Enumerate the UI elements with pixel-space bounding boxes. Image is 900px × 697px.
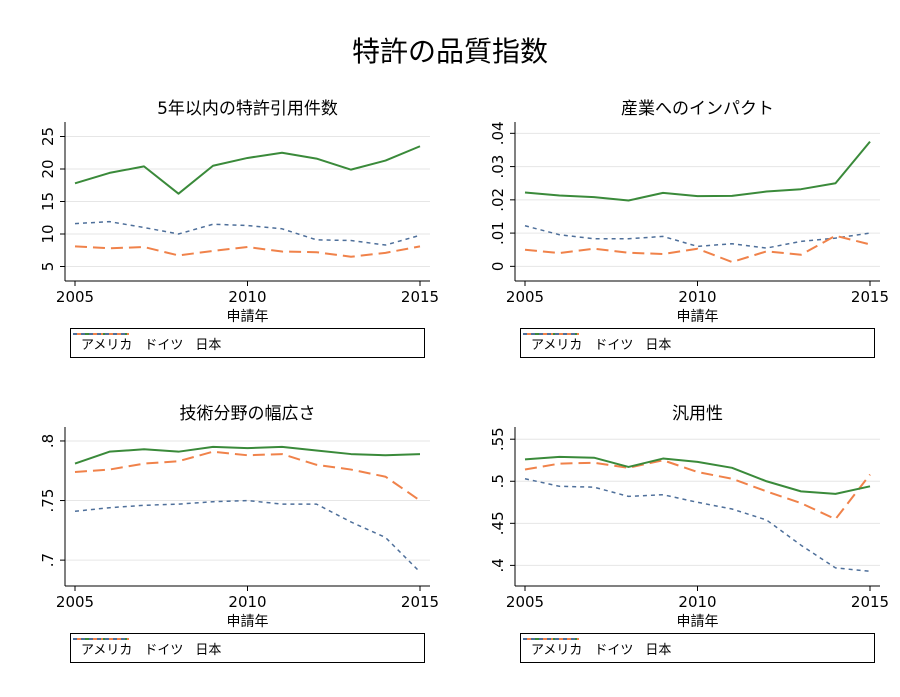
chart-title: 5年以内の特許引用件数 xyxy=(157,99,338,119)
y-tick-label: 5 xyxy=(39,262,57,272)
legend-label: 日本 xyxy=(645,642,672,658)
series-line-germany xyxy=(74,245,421,258)
panel-field-breadth: 技術分野の幅広さ .7 .75 .8 2005 2010 2015 申請年アメリカ ドイツ 日本 xyxy=(0,395,450,695)
x-axis-label: 申請年 xyxy=(677,614,719,630)
series-line-usa xyxy=(74,145,421,195)
series-line-usa xyxy=(524,141,871,202)
y-tick-label: .45 xyxy=(489,511,507,535)
chart-svg: 5年以内の特許引用件数 5 10 15 20 25 2005 2010 2015 申請年 xyxy=(39,99,439,325)
chart-svg: 技術分野の幅広さ .7 .75 .8 2005 2010 2015 申請年 xyxy=(39,404,439,630)
series-line-usa xyxy=(74,445,421,465)
y-tick-label: 20 xyxy=(39,159,57,178)
legend-label: ドイツ xyxy=(594,642,634,658)
legend-item-germany: ドイツ xyxy=(523,638,634,658)
legend-label: 日本 xyxy=(195,642,222,658)
series-line-germany xyxy=(524,234,871,264)
panel-generality: 汎用性 .4 .45 .5 .55 2005 2010 2015 申請年アメリカ ドイツ 日本 xyxy=(450,395,900,695)
legend: アメリカ ドイツ 日本 xyxy=(520,328,875,358)
y-tick-label: .02 xyxy=(489,188,507,212)
y-tick-label: 15 xyxy=(39,192,57,211)
legend-label: アメリカ xyxy=(81,642,133,658)
series-line-japan xyxy=(524,478,871,573)
x-tick-label: 2010 xyxy=(228,593,266,611)
legend-item-germany: ドイツ xyxy=(523,333,634,353)
y-tick-label: .55 xyxy=(489,427,507,451)
legend-item-japan: 日本 xyxy=(73,333,222,353)
y-tick-label: .03 xyxy=(489,155,507,179)
y-tick-label: 0 xyxy=(489,262,507,272)
x-tick-label: 2015 xyxy=(401,593,439,611)
legend-label: 日本 xyxy=(195,337,222,353)
chart-main-title: 特許の品質指数 xyxy=(351,35,548,68)
series-line-germany xyxy=(524,459,871,521)
y-tick-label: .7 xyxy=(39,553,57,567)
x-axis-label: 申請年 xyxy=(677,309,719,325)
panel-citations: 5年以内の特許引用件数 5 10 15 20 25 2005 2010 2015 申請年アメリカド… xyxy=(0,90,450,390)
legend-swatch-japan xyxy=(73,638,129,640)
series-line-usa xyxy=(524,455,871,495)
y-tick-label: .8 xyxy=(39,434,57,448)
x-tick-label: 2015 xyxy=(851,288,889,306)
legend-item-japan: 日本 xyxy=(523,638,672,658)
series-line-japan xyxy=(74,499,421,573)
legend-item-japan: 日本 xyxy=(73,638,222,658)
legend-item-germany: ドイツ xyxy=(73,333,184,353)
legend: アメリカ ドイツ 日本 xyxy=(70,633,425,663)
legend-item-germany: ドイツ xyxy=(73,638,184,658)
y-tick-label: .5 xyxy=(489,474,507,488)
x-tick-label: 2010 xyxy=(678,288,716,306)
x-tick-label: 2010 xyxy=(678,593,716,611)
y-tick-label: 25 xyxy=(39,127,57,146)
y-tick-label: 10 xyxy=(39,224,57,243)
legend-label: アメリカ xyxy=(81,337,133,353)
x-tick-label: 2010 xyxy=(228,288,266,306)
chart-title: 汎用性 xyxy=(672,404,723,424)
panel-industry-impact: 産業へのインパクト 0 .01 .02 .03 .04 2005 2010 2015 申請年アメリ… xyxy=(450,90,900,390)
legend-swatch-japan xyxy=(73,333,129,335)
y-tick-label: .4 xyxy=(489,558,507,572)
x-tick-label: 2005 xyxy=(56,288,94,306)
y-tick-label: .04 xyxy=(489,121,507,145)
series-line-germany xyxy=(74,450,421,502)
y-tick-label: .01 xyxy=(489,221,507,245)
legend-label: 日本 xyxy=(645,337,672,353)
chart-svg: 産業へのインパクト 0 .01 .02 .03 .04 2005 2010 2015 申請年 xyxy=(489,99,889,325)
y-tick-label: .75 xyxy=(39,489,57,513)
chart-title: 技術分野の幅広さ xyxy=(180,404,316,424)
legend: アメリカ ドイツ 日本 xyxy=(520,633,875,663)
x-axis-label: 申請年 xyxy=(227,309,269,325)
legend: アメリカ ドイツ 日本 xyxy=(70,328,425,358)
legend-label: ドイツ xyxy=(144,642,184,658)
legend-label: アメリカ xyxy=(531,337,583,353)
x-tick-label: 2015 xyxy=(851,593,889,611)
x-tick-label: 2015 xyxy=(401,288,439,306)
series-line-japan xyxy=(524,225,871,249)
legend-swatch-japan xyxy=(523,333,579,335)
legend-label: ドイツ xyxy=(594,337,634,353)
chart-svg: 汎用性 .4 .45 .5 .55 2005 2010 2015 申請年 xyxy=(489,404,889,630)
x-axis-label: 申請年 xyxy=(227,614,269,630)
x-tick-label: 2005 xyxy=(506,288,544,306)
series-line-japan xyxy=(74,220,421,246)
x-tick-label: 2005 xyxy=(506,593,544,611)
legend-label: ドイツ xyxy=(144,337,184,353)
legend-item-japan: 日本 xyxy=(523,333,672,353)
legend-label: アメリカ xyxy=(531,642,583,658)
legend-swatch-japan xyxy=(523,638,579,640)
chart-title: 産業へのインパクト xyxy=(621,99,774,119)
x-tick-label: 2005 xyxy=(56,593,94,611)
